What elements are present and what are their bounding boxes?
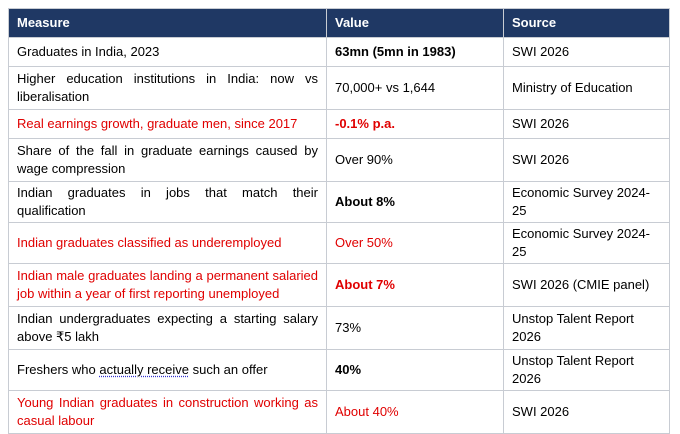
measure-cell: Indian graduates classified as underempl… — [8, 222, 327, 264]
source-cell: Economic Survey 2024-25 — [503, 222, 670, 264]
header-row: Measure Value Source — [8, 8, 670, 38]
table-row: Real earnings growth, graduate men, sinc… — [8, 109, 670, 139]
table-row: Indian undergraduates expecting a starti… — [8, 306, 670, 350]
value-cell: About 40% — [326, 390, 504, 434]
measure-cell: Freshers who actually receive such an of… — [8, 349, 327, 391]
source-cell: Unstop Talent Report 2026 — [503, 306, 670, 350]
header-source: Source — [503, 8, 670, 38]
table-row: Indian male graduates landing a permanen… — [8, 263, 670, 307]
source-cell: SWI 2026 — [503, 390, 670, 434]
table-row: Share of the fall in graduate earnings c… — [8, 138, 670, 182]
source-cell: SWI 2026 — [503, 37, 670, 67]
data-table-container: Measure Value Source Graduates in India,… — [8, 8, 670, 434]
header-value: Value — [326, 8, 504, 38]
table-row: Freshers who actually receive such an of… — [8, 349, 670, 391]
value-cell: Over 90% — [326, 138, 504, 182]
value-cell: About 7% — [326, 263, 504, 307]
data-table: Measure Value Source Graduates in India,… — [8, 8, 670, 434]
measure-cell: Higher education institutions in India: … — [8, 66, 327, 110]
measure-cell: Share of the fall in graduate earnings c… — [8, 138, 327, 182]
measure-cell: Indian undergraduates expecting a starti… — [8, 306, 327, 350]
source-cell: Economic Survey 2024-25 — [503, 181, 670, 223]
header-measure: Measure — [8, 8, 327, 38]
source-cell: SWI 2026 — [503, 138, 670, 182]
table-row: Young Indian graduates in construction w… — [8, 390, 670, 434]
table-row: Higher education institutions in India: … — [8, 66, 670, 110]
value-cell: Over 50% — [326, 222, 504, 264]
measure-cell: Graduates in India, 2023 — [8, 37, 327, 67]
measure-cell: Young Indian graduates in construction w… — [8, 390, 327, 434]
value-cell: 70,000+ vs 1,644 — [326, 66, 504, 110]
source-cell: SWI 2026 — [503, 109, 670, 139]
table-row: Indian graduates classified as underempl… — [8, 222, 670, 264]
value-cell: -0.1% p.a. — [326, 109, 504, 139]
measure-text-post: such an offer — [188, 362, 268, 377]
value-cell: 40% — [326, 349, 504, 391]
value-cell: About 8% — [326, 181, 504, 223]
value-cell: 73% — [326, 306, 504, 350]
table-row: Graduates in India, 2023 63mn (5mn in 19… — [8, 37, 670, 67]
measure-cell: Indian male graduates landing a permanen… — [8, 263, 327, 307]
source-cell: SWI 2026 (CMIE panel) — [503, 263, 670, 307]
measure-text-pre: Freshers who — [17, 362, 100, 377]
table-row: Indian graduates in jobs that match thei… — [8, 181, 670, 223]
measure-text-underlined: actually receive — [99, 362, 189, 377]
value-cell: 63mn (5mn in 1983) — [326, 37, 504, 67]
measure-cell: Real earnings growth, graduate men, sinc… — [8, 109, 327, 139]
source-cell: Unstop Talent Report 2026 — [503, 349, 670, 391]
measure-cell: Indian graduates in jobs that match thei… — [8, 181, 327, 223]
source-cell: Ministry of Education — [503, 66, 670, 110]
